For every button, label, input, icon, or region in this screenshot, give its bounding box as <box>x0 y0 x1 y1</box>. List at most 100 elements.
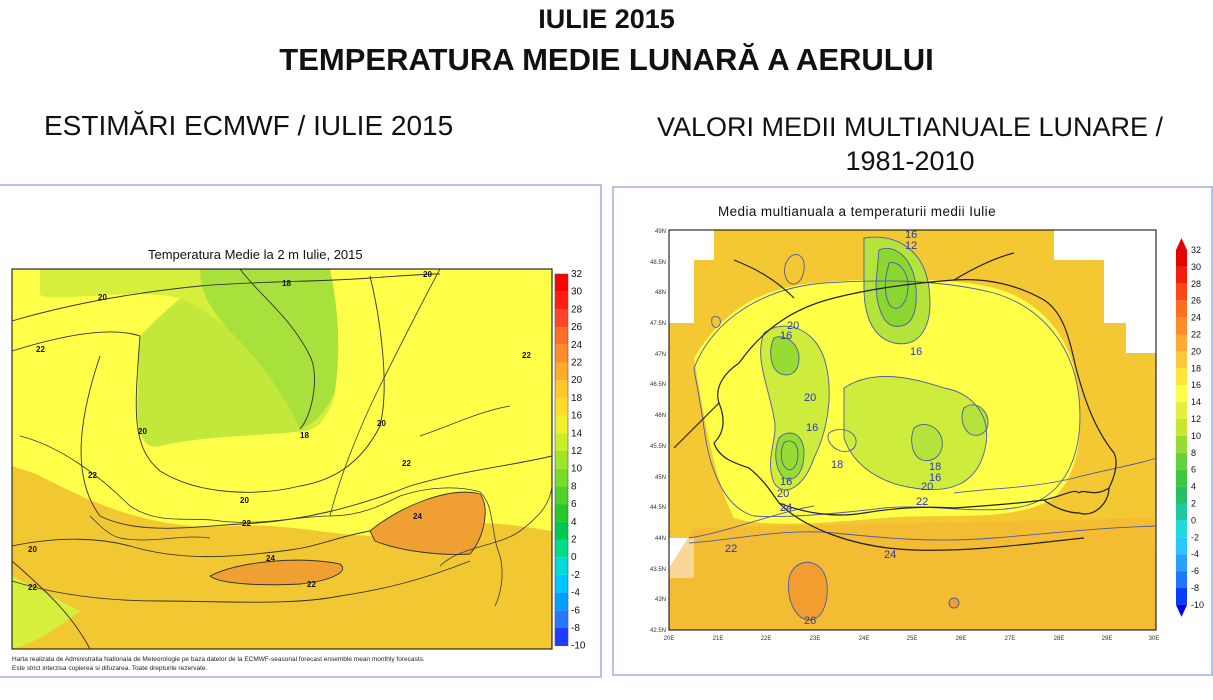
colorbar-segment <box>1176 402 1187 419</box>
ecmwf-borders <box>19 268 553 607</box>
colorbar-segment <box>1176 419 1187 436</box>
colorbar-tick: -4 <box>1191 549 1199 559</box>
contour-label: 20 <box>98 293 107 302</box>
colorbar-tick: 6 <box>571 499 577 510</box>
colorbar-segment <box>555 362 568 381</box>
contour-label: 24 <box>884 549 896 561</box>
colorbar-tick: 26 <box>1191 296 1201 306</box>
colorbar-segment <box>1176 520 1187 538</box>
right-subtitle-line1: VALORI MEDII MULTIANUALE LUNARE / <box>656 112 1164 142</box>
colorbar-segment <box>555 521 568 540</box>
right-subtitle-line2: 1981-2010 <box>845 146 975 176</box>
contour-label: 24 <box>780 502 792 514</box>
colorbar-tick: 18 <box>1191 363 1201 373</box>
lat-label: 47.5N <box>650 321 666 327</box>
colorbar-segment <box>1176 503 1187 521</box>
contour-label: 12 <box>905 240 917 252</box>
ecmwf-map-frame <box>11 268 553 650</box>
colorbar-tick: 22 <box>1191 330 1201 340</box>
colorbar-tick: 12 <box>1191 414 1201 424</box>
multiannual-lon-labels: 20E 21E 22E 23E 24E 25E 26E 27E 28E 29E … <box>664 636 1160 642</box>
colorbar-segment <box>555 344 568 363</box>
lat-label: 45N <box>655 475 666 481</box>
contour-label: 20 <box>777 488 789 500</box>
colorbar-tick: 8 <box>1191 448 1196 458</box>
contour-label: 18 <box>831 459 843 471</box>
colorbar-segment <box>1176 435 1187 453</box>
lon-label: 22E <box>761 636 772 642</box>
ecmwf-map-title: Temperatura Medie la 2 m Iulie, 2015 <box>148 247 363 262</box>
contour-label: 20 <box>921 481 933 493</box>
lat-label: 46N <box>655 413 666 419</box>
colorbar-segment <box>1176 283 1187 301</box>
colorbar-arrow-up <box>1176 238 1187 250</box>
colorbar-tick: -10 <box>1191 600 1204 610</box>
lat-label: 48.5N <box>650 260 666 266</box>
lat-label: 46.5N <box>650 382 666 388</box>
colorbar-tick: 30 <box>1191 262 1201 272</box>
colorbar-tick: 4 <box>571 517 577 528</box>
contour-label: 22 <box>916 496 928 508</box>
colorbar-segment <box>555 380 568 398</box>
colorbar-tick: -4 <box>571 588 580 599</box>
colorbar-tick: 12 <box>571 446 583 457</box>
colorbar-segment <box>1176 486 1187 504</box>
lat-label: 44.5N <box>650 505 666 511</box>
contour-label: 16 <box>910 346 922 358</box>
lat-label: 48N <box>655 290 666 296</box>
ecmwf-contour-labels: 18 20 20 22 22 20 18 20 22 22 20 22 24 2… <box>28 270 531 592</box>
contour-label: 22 <box>307 580 316 589</box>
colorbar-segment <box>1176 266 1187 284</box>
colorbar-segment <box>1176 385 1187 403</box>
colorbar-tick: 10 <box>571 464 583 475</box>
colorbar-tick: 16 <box>1191 380 1201 390</box>
lat-label: 42.5N <box>650 628 666 634</box>
contour-label: 22 <box>725 543 737 555</box>
contour-label: 22 <box>242 519 251 528</box>
lat-label: 43N <box>655 597 666 603</box>
contour-label: 16 <box>905 229 917 241</box>
contour-label: 22 <box>522 351 531 360</box>
colorbar-segment <box>555 610 568 628</box>
contour-label: 20 <box>138 427 147 436</box>
ecmwf-map-note-line1: Harta realizata de Administratia Nationa… <box>12 656 425 663</box>
colorbar-tick: -6 <box>1191 566 1199 576</box>
ecmwf-map-note-line2: Este strict interzisa copierea si difuza… <box>12 665 208 672</box>
colorbar-segment <box>555 415 568 434</box>
right-subtitle: VALORI MEDII MULTIANUALE LUNARE / 1981-2… <box>610 110 1210 178</box>
lat-label: 47N <box>655 352 666 358</box>
lon-label: 27E <box>1005 636 1016 642</box>
left-subtitle: ESTIMĂRI ECMWF / IULIE 2015 <box>44 110 454 141</box>
colorbar-tick: 4 <box>1191 482 1196 492</box>
colorbar-tick: -2 <box>1191 532 1199 542</box>
contour-label: 22 <box>88 471 97 480</box>
contour-label: 20 <box>787 320 799 332</box>
multiannual-map-field <box>668 229 1157 631</box>
colorbar-segment <box>555 539 568 558</box>
colorbar-segment <box>555 274 568 292</box>
multiannual-map: 49N 48.5N 48N 47.5N 47N 46.5N 46N 45.5N … <box>650 229 1204 642</box>
colorbar-segment <box>1176 571 1187 588</box>
colorbar-segment <box>1176 452 1187 470</box>
contour-label: 20 <box>804 392 816 404</box>
contour-label: 20 <box>28 545 37 554</box>
colorbar-tick: 0 <box>571 552 577 563</box>
lat-label: 43.5N <box>650 567 666 573</box>
colorbar-segment <box>555 592 568 611</box>
colorbar-segment <box>555 291 568 310</box>
colorbar-tick: 24 <box>571 340 583 351</box>
contour-label: 16 <box>780 476 792 488</box>
multiannual-contours <box>688 236 1157 621</box>
multiannual-lat-labels: 49N 48.5N 48N 47.5N 47N 46.5N 46N 45.5N … <box>650 229 666 634</box>
colorbar-segment <box>1176 300 1187 318</box>
colorbar-tick: 26 <box>571 322 583 333</box>
colorbar-tick: 20 <box>1191 346 1201 356</box>
lon-label: 23E <box>810 636 821 642</box>
colorbar-tick: 6 <box>1191 465 1196 475</box>
colorbar-segment <box>555 433 568 451</box>
lon-label: 21E <box>713 636 724 642</box>
colorbar-tick: 16 <box>571 411 583 422</box>
contour-label: 24 <box>266 554 275 563</box>
lon-label: 26E <box>956 636 967 642</box>
